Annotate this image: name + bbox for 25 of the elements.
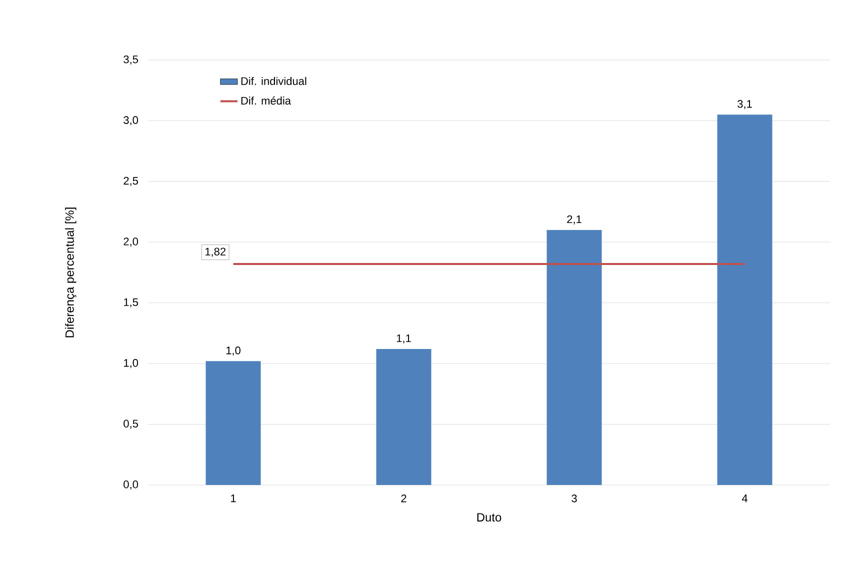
y-tick-label: 2,5 xyxy=(124,176,138,186)
data-label: 1,1 xyxy=(396,334,411,344)
y-tick-label: 3,0 xyxy=(124,116,138,126)
legend-label: Dif. média xyxy=(241,96,291,105)
bar xyxy=(376,349,432,485)
y-axis-title: Diferença percentual [%] xyxy=(65,208,76,338)
legend-label: Dif. individual xyxy=(241,76,306,86)
data-label: 1,82 xyxy=(205,248,226,257)
x-tick-label: 4 xyxy=(742,494,748,502)
data-label: 1,0 xyxy=(226,346,240,356)
y-tick-label: 3,5 xyxy=(124,55,138,65)
x-tick-label: 2 xyxy=(401,494,406,502)
y-tick-label: 0,5 xyxy=(124,420,138,429)
x-tick-label: 1 xyxy=(231,494,236,502)
y-tick-label: 0,0 xyxy=(124,480,138,490)
bar xyxy=(546,230,602,485)
y-tick-label: 1,0 xyxy=(124,359,138,368)
data-label: 3,1 xyxy=(738,100,752,110)
data-label: 2,1 xyxy=(567,215,582,224)
x-axis-title: Duto xyxy=(477,513,502,522)
y-tick-label: 2,0 xyxy=(124,238,138,247)
bar xyxy=(206,361,261,485)
bar xyxy=(717,114,772,485)
y-tick-label: 1,5 xyxy=(124,298,138,308)
x-tick-label: 3 xyxy=(572,494,577,502)
